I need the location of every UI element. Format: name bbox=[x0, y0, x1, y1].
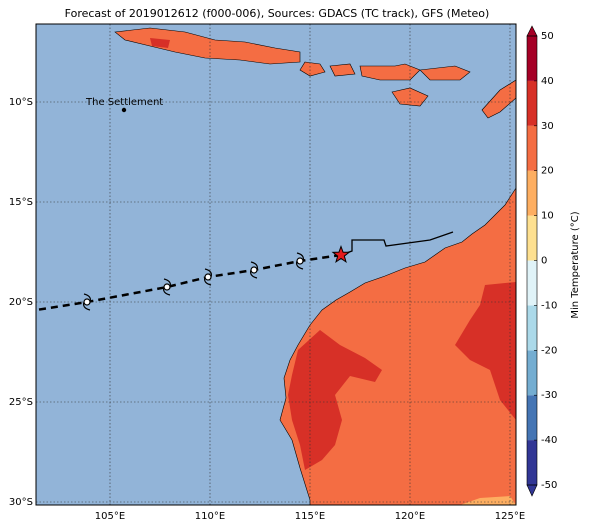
hot-region bbox=[288, 330, 382, 470]
colorbar-segment bbox=[527, 395, 537, 441]
warm-region bbox=[460, 496, 516, 505]
java bbox=[114, 27, 301, 65]
colorbar-tick-label: -40 bbox=[541, 435, 557, 446]
colorbar-extend bbox=[526, 484, 538, 497]
title: Forecast of 2019012612 (f000-006), Sourc… bbox=[65, 7, 490, 20]
colorbar-tick-label: -20 bbox=[541, 345, 557, 356]
colorbar-tick-label: -10 bbox=[541, 300, 557, 311]
colorbar-segment bbox=[527, 80, 537, 126]
cyclone-symbol bbox=[83, 293, 91, 311]
y-tick-label: 20°S bbox=[9, 297, 33, 308]
cyclone-symbol bbox=[163, 278, 171, 296]
cyclone-eye bbox=[83, 298, 91, 306]
land bbox=[114, 27, 516, 505]
x-tick-label: 110°E bbox=[195, 511, 225, 522]
colorbar-tick-label: 50 bbox=[541, 31, 554, 42]
cyclone-symbol bbox=[296, 252, 304, 270]
colorbar-tick-label: 0 bbox=[541, 256, 547, 267]
x-tick-label: 115°E bbox=[295, 511, 325, 522]
y-tick-label: 25°S bbox=[9, 397, 33, 408]
colorbar-extend bbox=[526, 25, 538, 37]
colorbar-label: Min Temperature (°C) bbox=[570, 211, 581, 318]
colorbar-segment bbox=[527, 260, 537, 306]
map-frame bbox=[35, 23, 517, 506]
cyclone-eye bbox=[250, 266, 258, 274]
colorbar-tick-label: 40 bbox=[541, 76, 554, 87]
y-tick-label: 10°S bbox=[9, 97, 33, 108]
colorbar-segment bbox=[527, 215, 537, 261]
x-tick-label: 105°E bbox=[95, 511, 125, 522]
y-tick-label: 30°S bbox=[9, 497, 33, 508]
colorbar-segment bbox=[527, 350, 537, 396]
map-content: The Settlement bbox=[36, 24, 516, 505]
cyclone-eye bbox=[204, 273, 212, 281]
cyclone-symbol bbox=[250, 261, 258, 279]
timor bbox=[481, 79, 516, 119]
cyclone-eye bbox=[296, 257, 304, 265]
sumba bbox=[391, 87, 429, 107]
past-track bbox=[340, 231, 454, 256]
colorbar-segment bbox=[527, 440, 537, 485]
colorbar-tick-label: 30 bbox=[541, 121, 554, 132]
colorbar-segment bbox=[527, 305, 537, 351]
hot-region bbox=[455, 282, 516, 420]
colorbar-segment bbox=[527, 36, 537, 81]
y-tick-label: 15°S bbox=[9, 197, 33, 208]
cyclone-symbol bbox=[204, 268, 212, 286]
colorbar-tick-label: 20 bbox=[541, 166, 554, 177]
colorbar-tick-label: -30 bbox=[541, 390, 557, 401]
colorbar-tick-label: -50 bbox=[541, 480, 557, 491]
current-position bbox=[331, 245, 351, 264]
map-layers: The Settlement bbox=[36, 24, 516, 505]
x-tick-label: 125°E bbox=[495, 511, 525, 522]
place-marker bbox=[121, 107, 127, 113]
cyclone-eye bbox=[163, 283, 171, 291]
hot-region bbox=[150, 38, 170, 48]
place-label: The Settlement bbox=[85, 97, 163, 108]
colorbar-tick-label: 10 bbox=[541, 211, 554, 222]
lesser-sunda-islands bbox=[299, 61, 471, 81]
colorbar-segment bbox=[527, 170, 537, 216]
x-tick-label: 120°E bbox=[395, 511, 425, 522]
colorbar-segment bbox=[527, 125, 537, 171]
